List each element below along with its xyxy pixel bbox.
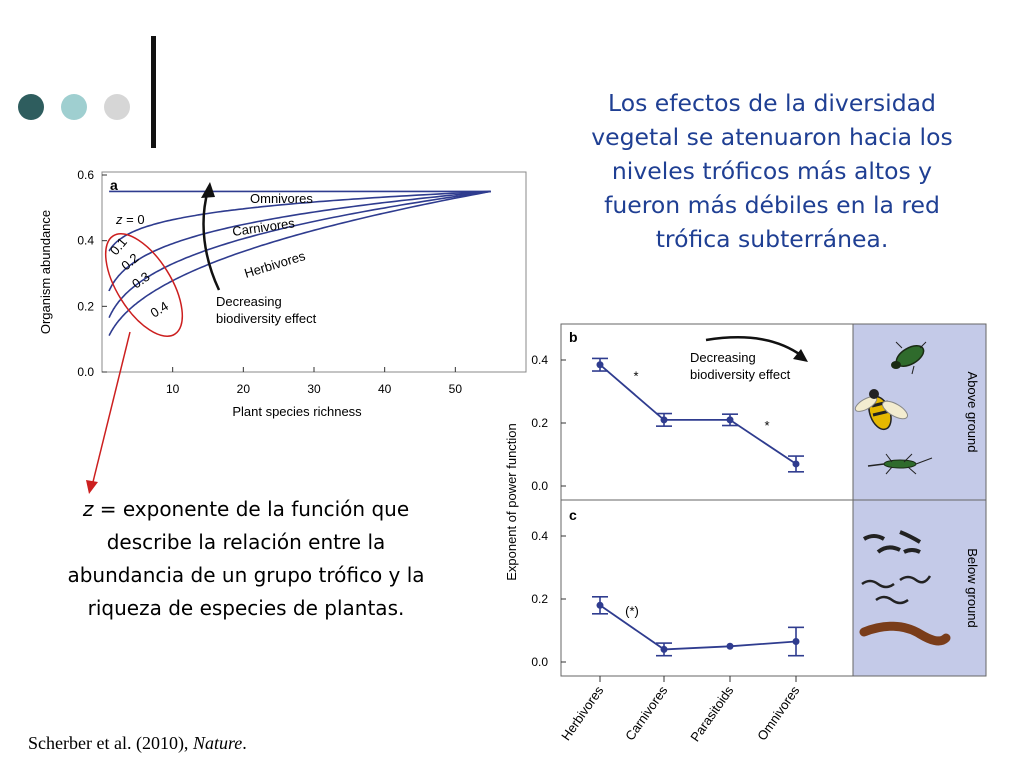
slide-title: Los efectos de la diversidad vegetal se … xyxy=(591,89,953,253)
x-tick-label-a-2: 30 xyxy=(307,382,321,396)
enchytraeid-worms-icon xyxy=(861,575,932,605)
y-tick-label-a-2: 0.4 xyxy=(77,234,94,248)
figure-b-panel-label: b xyxy=(569,329,578,345)
series-line-c xyxy=(599,604,797,651)
y-tick-label-c-2: 0.4 xyxy=(531,529,548,543)
figure-bc-axes: 0.0 0.2 0.4 0.0 0.2 0.4 xyxy=(531,353,566,669)
series-line-b xyxy=(599,364,797,465)
x-tick-label-a-0: 10 xyxy=(166,382,180,396)
x-tick-label-a-4: 50 xyxy=(449,382,463,396)
citation: Scherber et al. (2010), Nature. xyxy=(28,733,247,754)
figure-bc-x-ticks: Herbivores Carnivores Parasitoids Omnivores xyxy=(558,676,803,744)
figure-a-x-axis: 10 20 30 40 50 xyxy=(166,367,462,396)
y-tick-label-c-1: 0.2 xyxy=(531,592,548,606)
decorative-dot-teal xyxy=(61,94,87,120)
x-tick-label-a-1: 20 xyxy=(237,382,251,396)
y-tick-label-b-1: 0.2 xyxy=(531,416,548,430)
below-ground-panel xyxy=(852,499,987,677)
arrow-label-a-line2: biodiversity effect xyxy=(216,311,317,326)
label-z-0.4: 0.4 xyxy=(148,298,171,320)
decorative-dot-dark xyxy=(18,94,44,120)
x-tick-label-bc-3: Omnivores xyxy=(754,683,803,743)
point-b-2 xyxy=(726,416,734,424)
decorative-dot-gray xyxy=(104,94,130,120)
x-tick-label-bc-0: Herbivores xyxy=(558,683,607,744)
figure-a-x-axis-label: Plant species richness xyxy=(232,404,362,419)
figure-bc-y-axis-label: Exponent of power function xyxy=(504,423,519,581)
significance-b-2: * xyxy=(764,418,769,433)
z-definition-text: = exponente de la función que describe l… xyxy=(67,497,425,620)
point-c-0 xyxy=(596,601,604,609)
curve-z-0.2 xyxy=(108,190,491,292)
figure-a: a 0.0 0.2 0.4 0.6 10 20 30 40 50 Organism abund… xyxy=(38,168,527,419)
citation-journal: Nature xyxy=(192,733,243,753)
y-tick-label-a-1: 0.2 xyxy=(77,299,94,313)
point-b-3 xyxy=(792,460,800,468)
x-tick-label-a-3: 40 xyxy=(378,382,392,396)
z-variable: z xyxy=(82,497,94,521)
figure-bc-series: * * (*) xyxy=(592,357,804,657)
side-label-below-ground: Below ground xyxy=(965,548,980,628)
significance-b-0: * xyxy=(633,368,638,383)
y-tick-label-b-0: 0.0 xyxy=(531,479,548,493)
nematodes-icon xyxy=(862,530,922,554)
y-tick-label-c-0: 0.0 xyxy=(531,655,548,669)
label-z-equals-0: z = 0 xyxy=(115,212,145,227)
parasitoid-wasp-icon xyxy=(867,453,933,475)
side-label-above-ground: Above ground xyxy=(965,372,980,453)
point-c-1 xyxy=(660,645,668,653)
figure-bc: b c 0.0 0.2 0.4 0.0 0.2 0.4 * * (*) Exponent of… xyxy=(504,323,987,744)
wasp-icon xyxy=(854,389,908,431)
figure-a-panel-label: a xyxy=(110,177,118,193)
figure-a-y-axis-label: Organism abundance xyxy=(38,210,53,334)
point-b-0 xyxy=(596,361,604,369)
decreasing-arrowhead-b xyxy=(793,349,808,362)
citation-end: . xyxy=(242,733,247,753)
point-c-3 xyxy=(792,638,800,646)
citation-authors: Scherber et al. (2010), xyxy=(28,733,193,753)
point-c-2 xyxy=(726,642,734,650)
decorative-vertical-bar xyxy=(151,36,156,148)
label-omnivores: Omnivores xyxy=(250,191,313,206)
decreasing-arrowhead-a xyxy=(201,182,215,198)
arrow-label-a-line1: Decreasing xyxy=(216,294,282,309)
arrow-label-b-line2: biodiversity effect xyxy=(690,367,791,382)
y-tick-label-b-2: 0.4 xyxy=(531,353,548,367)
y-tick-label-a-0: 0.0 xyxy=(77,365,94,379)
x-tick-label-bc-1: Carnivores xyxy=(622,683,671,744)
figure-c-panel-label: c xyxy=(569,507,577,523)
x-tick-label-bc-2: Parasitoids xyxy=(687,683,736,745)
earthworm-icon xyxy=(859,621,951,646)
point-b-1 xyxy=(660,416,668,424)
annotation-arrowhead xyxy=(86,480,98,494)
z-definition-note: z = exponente de la función que describe… xyxy=(52,493,440,625)
decreasing-arrow-b xyxy=(705,336,803,358)
figure-a-y-axis: 0.0 0.2 0.4 0.6 xyxy=(77,168,107,379)
beetle-icon xyxy=(891,341,927,375)
label-carnivores: Carnivores xyxy=(231,215,296,239)
significance-c-0: (*) xyxy=(625,603,639,618)
decreasing-arrow-a xyxy=(202,189,221,291)
y-tick-label-a-3: 0.6 xyxy=(77,168,94,182)
label-herbivores: Herbivores xyxy=(242,248,307,281)
arrow-label-b-line1: Decreasing xyxy=(690,350,756,365)
